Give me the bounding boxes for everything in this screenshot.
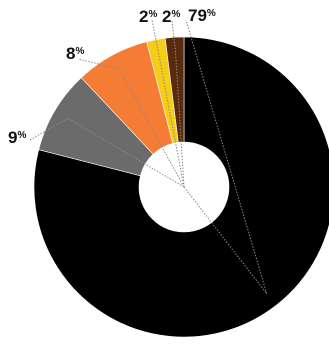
data-label-percent-sign: % [75,46,84,57]
data-label-value: 79 [188,6,207,25]
data-label-1: 9% [8,128,26,147]
data-label-3: 2% [139,7,157,26]
pie-slice-4 [164,36,185,143]
pie-slice-0 [33,36,329,338]
leader-line-4 [171,19,185,188]
data-label-percent-sign: % [148,9,157,20]
leader-line-3 [151,19,185,188]
data-label-0: 79% [188,6,216,25]
leader-lines [29,19,268,294]
data-label-value: 2 [162,7,171,26]
data-label-value: 9 [8,128,17,147]
data-label-percent-sign: % [207,8,216,19]
leader-line-1 [29,117,185,188]
data-label-percent-sign: % [171,9,180,20]
data-label-value: 8 [66,44,75,63]
data-label-value: 2 [139,7,148,26]
data-label-percent-sign: % [17,130,26,141]
pie-slices [33,36,329,338]
leader-line-2 [77,58,185,188]
data-labels: 79%9%8%2% 2% [8,6,216,147]
data-label-2: 8% [66,44,84,63]
leader-line-0 [183,19,268,294]
data-label-4: 2% [162,7,180,26]
